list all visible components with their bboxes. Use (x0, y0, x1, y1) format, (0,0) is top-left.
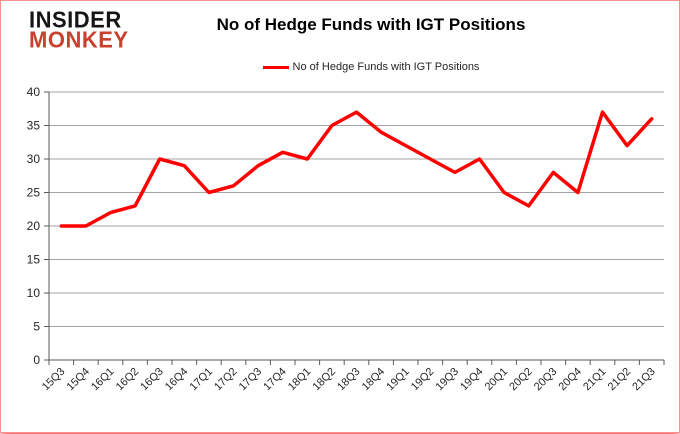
y-axis-label: 10 (27, 286, 41, 300)
y-axis-label: 40 (27, 85, 41, 99)
y-axis-label: 35 (27, 119, 41, 133)
x-axis-label: 17Q4 (261, 366, 289, 394)
x-axis-label: 17Q1 (187, 366, 215, 394)
x-axis-label: 19Q4 (458, 366, 486, 394)
y-axis-label: 0 (33, 353, 40, 367)
y-axis-label: 15 (27, 253, 41, 267)
y-axis-label: 20 (27, 219, 41, 233)
x-axis-label: 19Q1 (384, 366, 412, 394)
x-axis-label: 20Q4 (556, 366, 584, 394)
x-axis-label: 16Q2 (114, 366, 142, 394)
series-line-hedge-funds (59, 110, 654, 228)
legend-line-swatch (262, 65, 289, 69)
x-axis-label: 19Q3 (433, 366, 461, 394)
chart-legend: No of Hedge Funds with IGT Positions (151, 61, 591, 73)
legend-label: No of Hedge Funds with IGT Positions (292, 61, 480, 73)
logo-word-monkey: MONKEY (29, 26, 129, 54)
x-axis-label: 21Q1 (581, 366, 609, 394)
x-axis-label: 18Q3 (335, 366, 363, 394)
x-axis-label: 17Q3 (237, 366, 265, 394)
y-axis-label: 25 (27, 186, 41, 200)
x-axis-label: 16Q3 (138, 366, 166, 394)
x-axis-label: 17Q2 (212, 366, 240, 394)
x-axis-label: 18Q1 (286, 366, 314, 394)
insider-monkey-logo: INSIDER MONKEY (29, 6, 129, 54)
x-axis-label: 21Q2 (606, 366, 634, 394)
x-axis-label: 20Q1 (483, 366, 511, 394)
x-axis-label: 18Q4 (360, 366, 388, 394)
y-axis-label: 30 (27, 152, 41, 166)
x-axis-label: 20Q2 (507, 366, 535, 394)
x-axis-label: 20Q3 (532, 366, 560, 394)
logo-word-insider: INSIDER (29, 6, 122, 33)
x-axis-label: 15Q3 (40, 366, 68, 394)
x-axis-label: 18Q2 (310, 366, 338, 394)
chart-title: No of Hedge Funds with IGT Positions (216, 15, 526, 34)
x-axis-label: 16Q4 (163, 366, 191, 394)
x-axis-label: 15Q4 (64, 366, 92, 394)
x-axis-label: 19Q2 (409, 366, 437, 394)
y-axis-label: 5 (33, 320, 40, 334)
x-axis-label: 16Q1 (89, 366, 117, 394)
x-axis-label: 21Q3 (630, 366, 658, 394)
